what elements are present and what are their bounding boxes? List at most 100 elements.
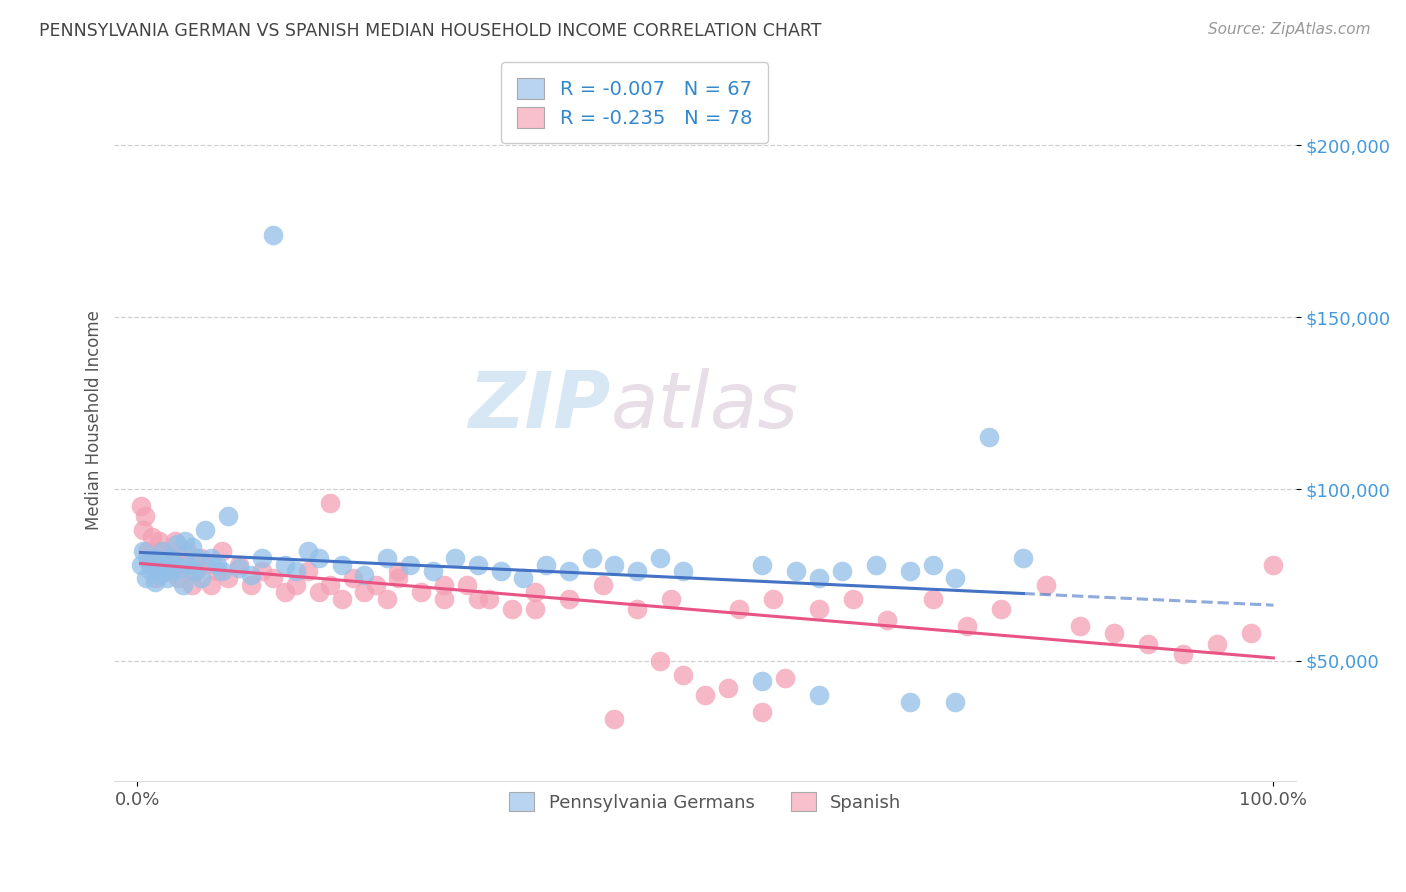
Point	[142, 550, 165, 565]
Point	[319, 496, 342, 510]
Point	[876, 613, 898, 627]
Point	[865, 558, 887, 572]
Point	[921, 558, 943, 572]
Text: ZIP: ZIP	[468, 368, 610, 444]
Point	[172, 558, 194, 572]
Point	[169, 561, 191, 575]
Point	[156, 571, 179, 585]
Point	[728, 602, 751, 616]
Point	[375, 591, 398, 606]
Point	[173, 533, 195, 548]
Point	[190, 550, 212, 565]
Point	[217, 571, 239, 585]
Point	[297, 544, 319, 558]
Point	[149, 567, 172, 582]
Point	[626, 565, 648, 579]
Text: PENNSYLVANIA GERMAN VS SPANISH MEDIAN HOUSEHOLD INCOME CORRELATION CHART: PENNSYLVANIA GERMAN VS SPANISH MEDIAN HO…	[39, 22, 823, 40]
Legend: Pennsylvania Germans, Spanish: Pennsylvania Germans, Spanish	[495, 777, 917, 826]
Point	[398, 558, 420, 572]
Point	[148, 533, 170, 548]
Point	[285, 565, 308, 579]
Point	[444, 550, 467, 565]
Point	[194, 523, 217, 537]
Point	[375, 550, 398, 565]
Point	[558, 591, 581, 606]
Point	[146, 561, 169, 575]
Point	[177, 558, 200, 572]
Point	[250, 565, 273, 579]
Point	[319, 578, 342, 592]
Point	[166, 537, 188, 551]
Point	[807, 602, 830, 616]
Point	[831, 565, 853, 579]
Point	[1069, 619, 1091, 633]
Point	[411, 585, 433, 599]
Point	[581, 550, 603, 565]
Point	[205, 565, 228, 579]
Point	[160, 565, 183, 579]
Point	[807, 571, 830, 585]
Point	[898, 695, 921, 709]
Point	[143, 574, 166, 589]
Point	[183, 565, 205, 579]
Point	[387, 565, 409, 579]
Point	[129, 499, 152, 513]
Point	[150, 544, 173, 558]
Point	[217, 509, 239, 524]
Point	[263, 227, 285, 242]
Point	[308, 585, 330, 599]
Point	[353, 567, 375, 582]
Point	[134, 509, 156, 524]
Point	[274, 585, 297, 599]
Point	[297, 565, 319, 579]
Point	[773, 671, 796, 685]
Point	[186, 550, 208, 565]
Point	[308, 550, 330, 565]
Point	[150, 558, 173, 572]
Point	[239, 567, 262, 582]
Point	[285, 578, 308, 592]
Point	[626, 602, 648, 616]
Point	[842, 591, 865, 606]
Point	[274, 558, 297, 572]
Point	[157, 550, 180, 565]
Point	[138, 558, 160, 572]
Point	[160, 550, 183, 565]
Point	[141, 530, 163, 544]
Point	[921, 591, 943, 606]
Point	[523, 585, 546, 599]
Point	[176, 544, 198, 558]
Y-axis label: Median Household Income: Median Household Income	[86, 310, 103, 530]
Point	[239, 578, 262, 592]
Point	[162, 554, 184, 568]
Point	[762, 591, 785, 606]
Point	[1137, 637, 1160, 651]
Point	[228, 561, 250, 575]
Point	[153, 544, 176, 558]
Point	[1012, 550, 1035, 565]
Point	[943, 571, 966, 585]
Text: Source: ZipAtlas.com: Source: ZipAtlas.com	[1208, 22, 1371, 37]
Point	[990, 602, 1012, 616]
Point	[330, 591, 353, 606]
Point	[186, 565, 208, 579]
Point	[807, 688, 830, 702]
Point	[751, 674, 773, 689]
Point	[1104, 626, 1126, 640]
Point	[228, 558, 250, 572]
Point	[172, 578, 194, 592]
Point	[205, 558, 228, 572]
Point	[153, 558, 176, 572]
Point	[353, 585, 375, 599]
Point	[1205, 637, 1227, 651]
Point	[1263, 558, 1285, 572]
Point	[1171, 647, 1194, 661]
Point	[190, 571, 212, 585]
Point	[433, 591, 456, 606]
Point	[167, 571, 190, 585]
Point	[956, 619, 979, 633]
Point	[1240, 626, 1263, 640]
Point	[489, 565, 512, 579]
Point	[250, 550, 273, 565]
Point	[138, 554, 160, 568]
